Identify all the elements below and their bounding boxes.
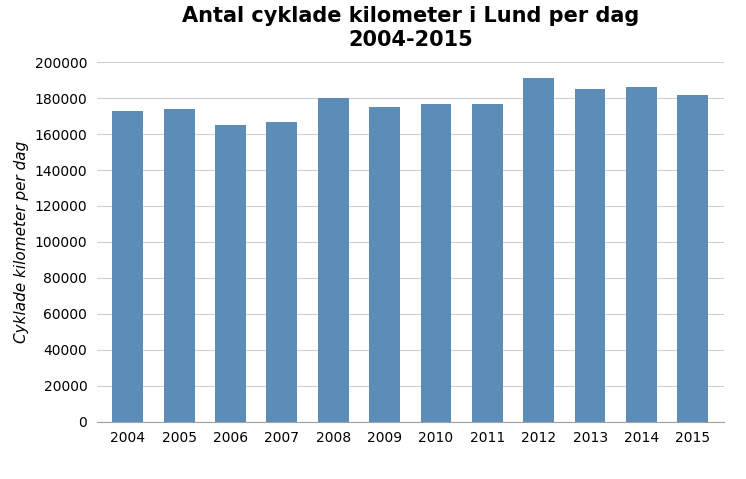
- Bar: [523, 79, 554, 422]
- Bar: [574, 89, 606, 422]
- Bar: [266, 122, 298, 422]
- Bar: [677, 95, 708, 422]
- Bar: [318, 98, 348, 422]
- Bar: [113, 111, 143, 422]
- Bar: [626, 87, 656, 422]
- Title: Antal cyklade kilometer i Lund per dag
2004-2015: Antal cyklade kilometer i Lund per dag 2…: [182, 6, 639, 50]
- Bar: [369, 107, 400, 422]
- Bar: [215, 125, 246, 422]
- Bar: [164, 109, 195, 422]
- Bar: [421, 103, 451, 422]
- Bar: [472, 103, 503, 422]
- Y-axis label: Cyklade kilometer per dag: Cyklade kilometer per dag: [14, 141, 29, 343]
